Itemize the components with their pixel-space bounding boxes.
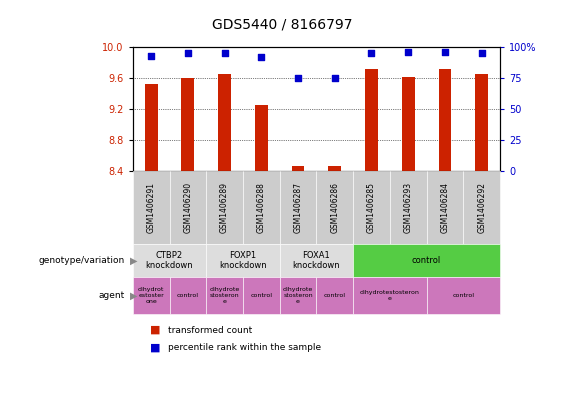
- Text: GSM1406289: GSM1406289: [220, 182, 229, 233]
- Text: CTBP2
knockdown: CTBP2 knockdown: [146, 251, 193, 270]
- Text: control: control: [412, 256, 441, 265]
- Point: [441, 49, 450, 55]
- Text: FOXP1
knockdown: FOXP1 knockdown: [219, 251, 267, 270]
- Bar: [328, 165, 341, 171]
- Bar: [181, 78, 194, 171]
- Text: GSM1406284: GSM1406284: [441, 182, 449, 233]
- Text: ▶: ▶: [130, 255, 137, 265]
- Text: ■: ■: [150, 325, 160, 335]
- Point: [257, 54, 266, 60]
- Text: GSM1406287: GSM1406287: [294, 182, 302, 233]
- Text: GSM1406286: GSM1406286: [331, 182, 339, 233]
- Text: control: control: [250, 293, 272, 298]
- Bar: [402, 77, 415, 171]
- Text: ▶: ▶: [130, 291, 137, 301]
- Text: GDS5440 / 8166797: GDS5440 / 8166797: [212, 18, 353, 32]
- Text: dihydrot
estoster
one: dihydrot estoster one: [138, 287, 164, 304]
- Text: genotype/variation: genotype/variation: [38, 256, 124, 265]
- Text: ■: ■: [150, 343, 160, 353]
- Text: GSM1406290: GSM1406290: [184, 182, 192, 233]
- Point: [147, 53, 156, 59]
- Point: [220, 50, 229, 57]
- Bar: [145, 84, 158, 171]
- Text: FOXA1
knockdown: FOXA1 knockdown: [293, 251, 340, 270]
- Point: [403, 49, 412, 55]
- Text: dihydrote
stosteron
e: dihydrote stosteron e: [210, 287, 240, 304]
- Text: dihydrote
stosteron
e: dihydrote stosteron e: [283, 287, 313, 304]
- Text: GSM1406285: GSM1406285: [367, 182, 376, 233]
- Text: GSM1406288: GSM1406288: [257, 182, 266, 233]
- Bar: [292, 165, 305, 171]
- Text: control: control: [453, 293, 474, 298]
- Text: control: control: [324, 293, 346, 298]
- Text: percentile rank within the sample: percentile rank within the sample: [168, 343, 321, 352]
- Bar: [365, 69, 378, 171]
- Point: [477, 50, 486, 57]
- Bar: [475, 74, 488, 171]
- Text: GSM1406291: GSM1406291: [147, 182, 155, 233]
- Point: [294, 75, 303, 81]
- Point: [367, 50, 376, 57]
- Point: [330, 75, 339, 81]
- Text: agent: agent: [98, 291, 124, 300]
- Bar: [218, 74, 231, 171]
- Point: [183, 50, 192, 57]
- Text: transformed count: transformed count: [168, 326, 252, 334]
- Text: dihydrotestosteron
e: dihydrotestosteron e: [360, 290, 420, 301]
- Bar: [255, 105, 268, 171]
- Text: GSM1406293: GSM1406293: [404, 182, 412, 233]
- Text: GSM1406292: GSM1406292: [477, 182, 486, 233]
- Text: control: control: [177, 293, 199, 298]
- Bar: [438, 69, 451, 171]
